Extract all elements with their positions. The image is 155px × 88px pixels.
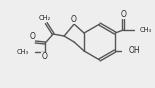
Text: O: O (41, 52, 47, 61)
Text: CH₂: CH₂ (39, 15, 51, 21)
Text: OH: OH (129, 46, 141, 55)
Text: CH₃: CH₃ (140, 27, 152, 33)
Text: O: O (29, 32, 35, 41)
Text: O: O (120, 10, 126, 19)
Text: CH₃: CH₃ (16, 49, 28, 55)
Text: O: O (70, 15, 76, 24)
